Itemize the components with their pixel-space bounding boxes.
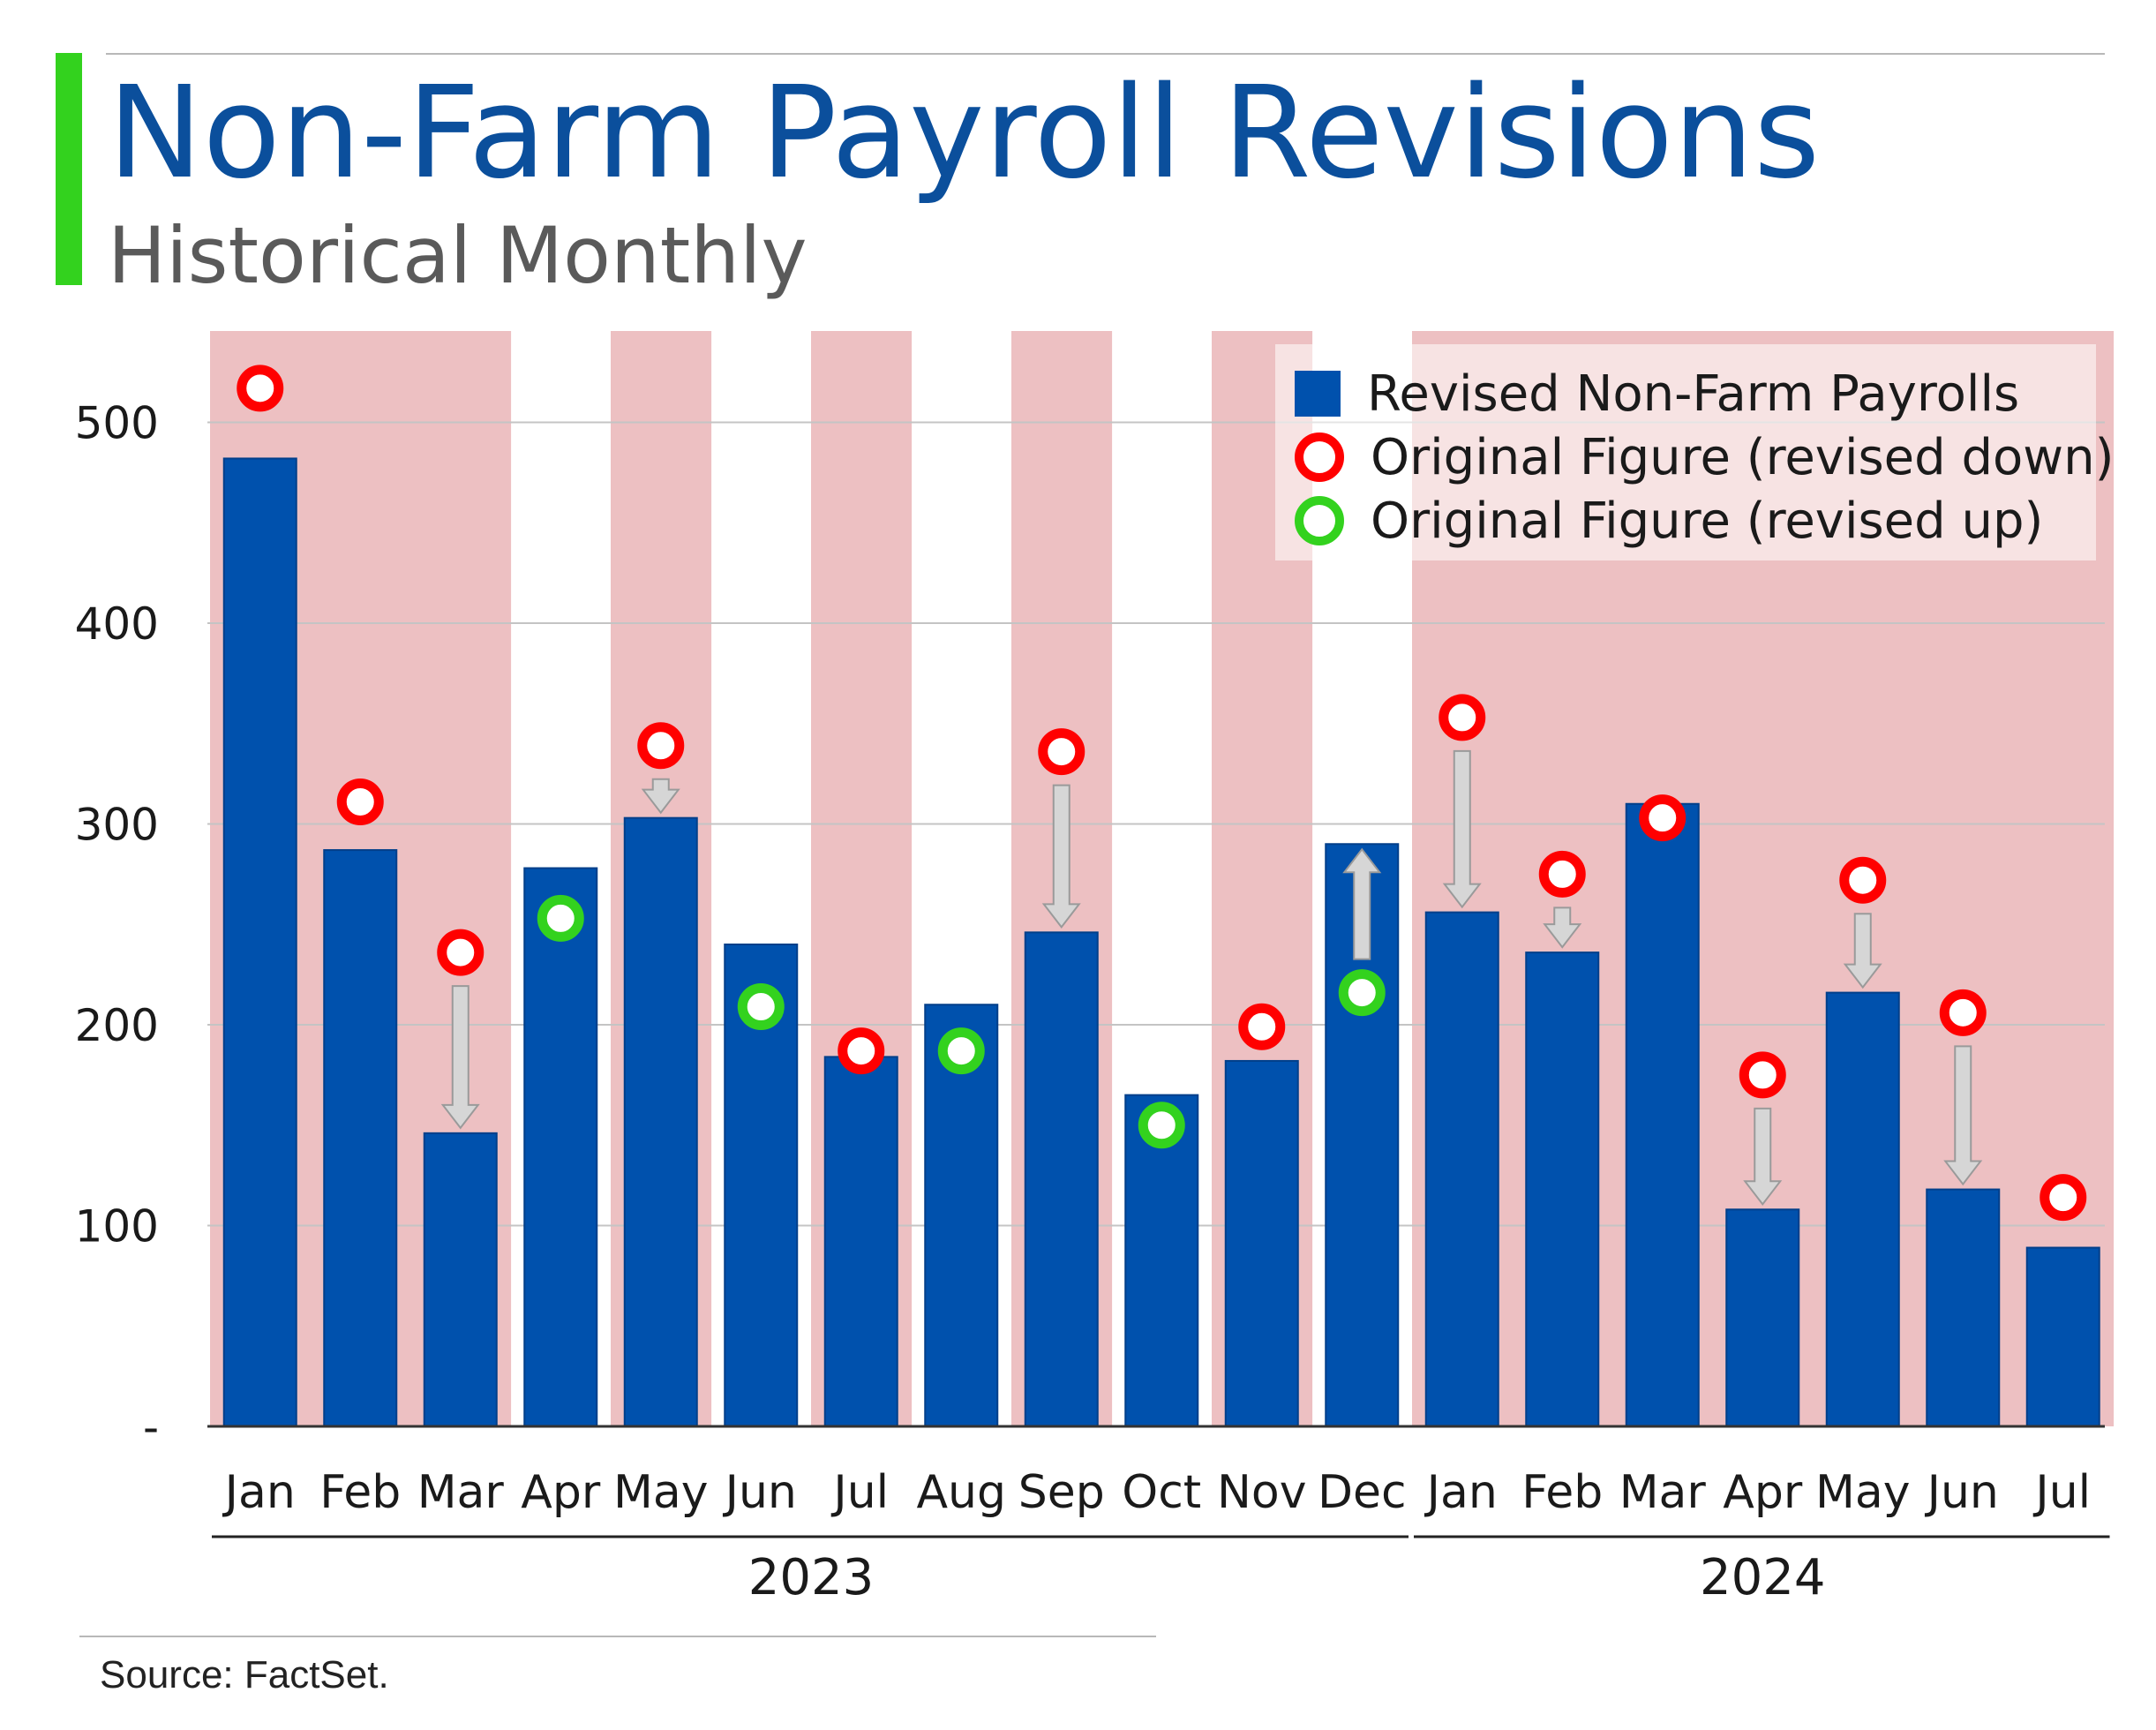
x-tick-label: Jun: [1925, 1466, 1999, 1519]
x-tick-label: Nov: [1217, 1466, 1307, 1519]
revision-arrows: [440, 749, 1983, 1206]
accent-bar: [56, 53, 82, 285]
bar: [1124, 1094, 1199, 1427]
original-marker: [1439, 694, 1486, 741]
axes: [207, 1425, 2110, 1538]
x-tick-label: May: [613, 1466, 709, 1519]
revision-arrow: [1843, 913, 1882, 989]
revision-arrow: [1442, 749, 1482, 909]
original-marker: [437, 929, 485, 976]
x-tick-label: Aug: [916, 1466, 1006, 1519]
y-tick-label: 400: [75, 598, 159, 650]
original-marker: [537, 894, 584, 942]
legend-label: Revised Non-Farm Payrolls: [1367, 365, 2020, 423]
x-tick-label: Jan: [1424, 1466, 1498, 1519]
bar: [1024, 931, 1099, 1427]
original-marker: [1939, 989, 1987, 1036]
original-marker: [737, 983, 785, 1031]
y-tick-label: -: [143, 1402, 159, 1453]
top-rule: [106, 53, 2105, 55]
x-tick-label: Apr: [1723, 1466, 1803, 1519]
original-marker: [1038, 728, 1086, 776]
original-marker: [237, 365, 284, 412]
original-marker: [937, 1027, 985, 1075]
revision-arrow: [641, 778, 680, 815]
bar: [1424, 911, 1499, 1427]
legend-swatch-red-ring: [1295, 432, 1344, 482]
bar: [1725, 1208, 1800, 1428]
source-note: Source: FactSet.: [100, 1653, 389, 1696]
legend-item-revised: Revised Non-Farm Payrolls: [1295, 365, 2020, 423]
bar: [423, 1132, 498, 1427]
legend: Revised Non-Farm Payrolls Original Figur…: [1275, 344, 2114, 560]
y-tick-label: 500: [75, 398, 159, 449]
x-tick-label: Jun: [723, 1466, 797, 1519]
x-tick-label: Feb: [319, 1466, 401, 1519]
bar: [2025, 1246, 2100, 1428]
revision-arrow: [1943, 1045, 1983, 1186]
legend-swatch-bar: [1295, 371, 1341, 417]
original-marker: [2040, 1174, 2087, 1222]
bars: [222, 457, 2100, 1428]
x-tick-label: Apr: [521, 1466, 601, 1519]
original-marker: [336, 778, 384, 825]
legend-item-revised-up: Original Figure (revised up): [1295, 492, 2044, 550]
legend-item-revised-down: Original Figure (revised down): [1295, 428, 2115, 486]
bar: [523, 867, 598, 1427]
original-markers: [237, 365, 2087, 1222]
original-marker: [1739, 1051, 1786, 1099]
bar: [1825, 991, 1900, 1427]
year-label: 2024: [1700, 1549, 1826, 1606]
original-marker: [838, 1027, 885, 1075]
x-tick-label: May: [1815, 1466, 1911, 1519]
x-tick-label: Sep: [1018, 1466, 1105, 1519]
bar: [1625, 802, 1700, 1427]
original-marker: [637, 722, 685, 770]
original-marker: [1639, 794, 1686, 842]
original-marker: [1538, 850, 1586, 898]
x-tick-label: Jul: [830, 1466, 889, 1519]
bar: [1224, 1059, 1299, 1427]
x-tick-label: Dec: [1318, 1466, 1407, 1519]
bar: [222, 457, 297, 1428]
original-marker: [1839, 856, 1887, 904]
y-tick-label: 100: [75, 1201, 159, 1252]
y-tick-label: 200: [75, 1000, 159, 1051]
bar: [924, 1004, 999, 1427]
revision-arrow: [440, 985, 480, 1130]
bar: [1525, 952, 1600, 1427]
bar: [623, 816, 698, 1427]
bar: [1926, 1188, 2001, 1428]
y-tick-label: 300: [75, 800, 159, 851]
revision-arrow: [1543, 906, 1582, 949]
x-tick-label: Oct: [1122, 1466, 1201, 1519]
revision-arrow: [1743, 1107, 1783, 1206]
bar: [823, 1056, 898, 1428]
revision-arrow: [1342, 847, 1382, 960]
x-tick-label: Jul: [2032, 1466, 2091, 1519]
x-tick-label: Mar: [417, 1466, 505, 1519]
page-subtitle: Historical Monthly: [108, 210, 808, 301]
original-marker: [1138, 1102, 1185, 1149]
legend-label: Original Figure (revised down): [1371, 428, 2115, 486]
original-marker: [1238, 1003, 1286, 1050]
x-tick-label: Jan: [222, 1466, 296, 1519]
source-rule: [79, 1636, 1156, 1637]
x-tick-label: Feb: [1521, 1466, 1603, 1519]
legend-swatch-green-ring: [1295, 496, 1344, 545]
bar: [323, 849, 398, 1427]
revision-arrow: [1041, 784, 1081, 929]
legend-label: Original Figure (revised up): [1371, 492, 2044, 550]
year-label: 2023: [748, 1549, 875, 1606]
original-marker: [1338, 969, 1386, 1017]
x-tick-label: Mar: [1619, 1466, 1707, 1519]
page-title: Non-Farm Payroll Revisions: [108, 58, 1821, 207]
